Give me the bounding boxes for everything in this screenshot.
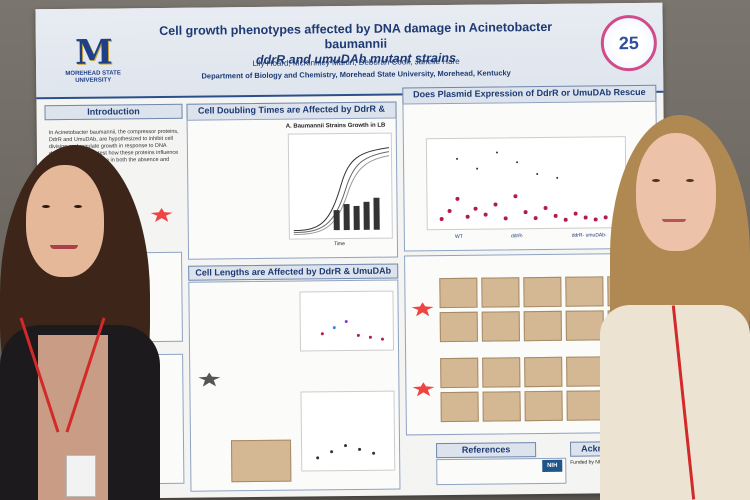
lengths-panel [188,279,401,492]
growth-xlabel: Time [333,241,345,248]
face-left [26,165,104,277]
research-poster: M MOREHEAD STATE UNIVERSITY Cell growth … [35,2,668,500]
plasmid-panel: WT ddrR- ddrR- umuDAb- [402,100,658,252]
poster-column-results: Cell Doubling Times are Affected by DdrR… [186,101,401,494]
group-wt: WT [454,233,463,240]
micrograph-18 [524,390,563,422]
anniversary-logo: 25 [600,14,658,72]
micrograph-8 [523,310,562,342]
poster-column-plasmid: Does Plasmid Expression of DdrR or UmuDA… [402,84,660,488]
growth-plot-title: A. Baumannii Strains Growth in LB [285,122,386,130]
red-star-badge-3 [412,302,434,316]
micrograph-16 [440,391,479,423]
red-star-badge-4 [412,382,434,396]
cell-lengths-heading: Cell Lengths are Affected by DdrR & UmuD… [188,263,399,281]
growth-curve-svg [293,147,390,236]
group-ddrr: ddrR- [510,233,524,240]
name-badge-left [66,455,96,497]
micrograph-9 [565,310,604,341]
plasmid-dot-plot [425,136,627,231]
micrograph-11 [440,357,479,389]
doubling-bullets [188,120,278,129]
logo-25-text: 25 [618,32,639,54]
growth-curve-plot [287,132,393,240]
micrograph-3 [523,276,562,308]
department-line: Department of Biology and Chemistry, Mor… [201,68,511,81]
micrograph-17 [482,391,521,422]
nih-logo: NIH [542,459,563,473]
micrograph-4 [565,276,604,307]
references-heading: References [436,442,537,459]
lengths-plot-bottom [300,390,396,472]
lengths-plot-top [299,290,395,352]
micrograph-1 [439,277,478,309]
micrograph-2 [481,277,520,308]
face-right [636,133,716,251]
doubling-inset-bars [329,192,387,231]
person-left [0,145,170,500]
morehead-state-logo: M MOREHEAD STATE UNIVERSITY [48,33,139,91]
micrograph-7 [481,311,520,342]
person-right [600,115,750,500]
micrograph-lengths [230,439,292,483]
introduction-heading: Introduction [44,103,183,121]
title-line1: Cell growth phenotypes affected by DNA d… [159,19,553,52]
micrograph-12 [482,357,521,388]
red-star-badge-2 [198,372,220,386]
doubling-panel: A. Baumannii Strains Growth in LB Time [186,117,399,260]
micrograph-14 [566,356,605,387]
micrograph-6 [439,311,478,343]
logo-text-line2: UNIVERSITY [75,77,112,84]
plasmid-dot-svg [439,151,608,222]
micrograph-13 [524,356,563,388]
